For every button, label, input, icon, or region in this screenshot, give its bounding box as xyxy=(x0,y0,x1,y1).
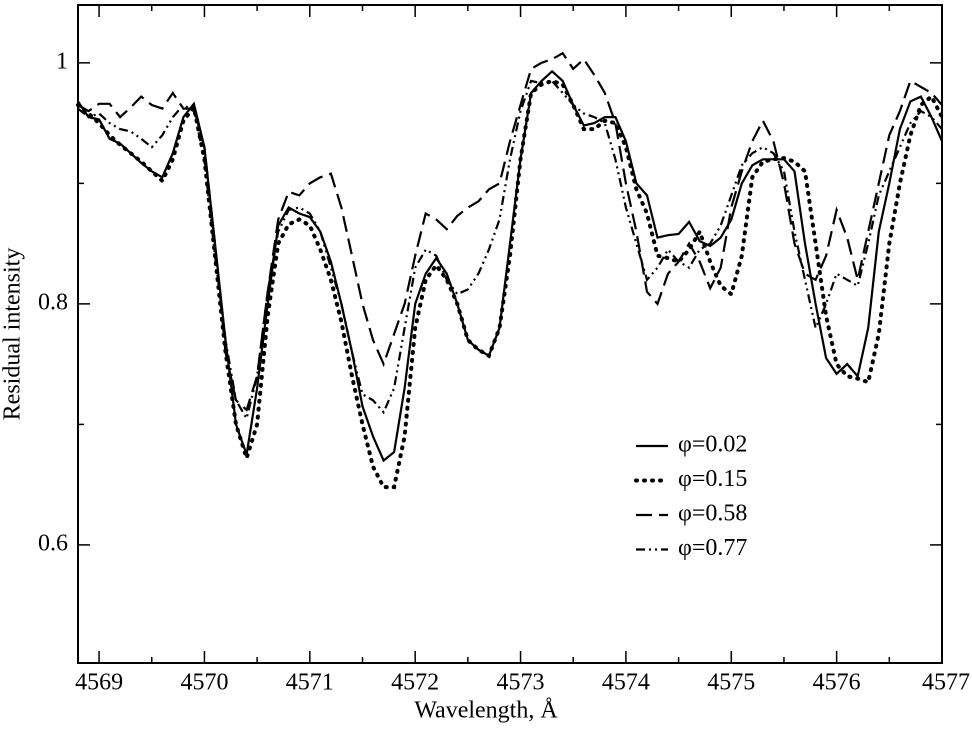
y-axis-title: Residual intensity xyxy=(0,248,26,421)
x-axis-title: Wavelength, Å xyxy=(414,698,558,724)
x-tick-label: 4570 xyxy=(180,670,228,696)
y-tick-label: 0.8 xyxy=(38,289,68,315)
x-tick-label: 4572 xyxy=(391,670,439,696)
x-tick-label: 4573 xyxy=(497,670,545,696)
legend-label: φ=0.15 xyxy=(678,466,747,492)
data-line xyxy=(77,51,943,412)
data-line xyxy=(77,79,943,422)
legend-label: φ=0.58 xyxy=(678,501,747,527)
x-tick-label: 4575 xyxy=(707,670,755,696)
x-tick-label: 4576 xyxy=(813,670,861,696)
legend-label: φ=0.02 xyxy=(678,432,747,458)
x-tick-label: 4574 xyxy=(602,670,650,696)
legend-label: φ=0.77 xyxy=(678,535,747,561)
data-line xyxy=(77,69,944,463)
y-tick-label: 1 xyxy=(56,48,68,74)
y-tick-label: 0.6 xyxy=(38,530,68,556)
x-tick-label: 4577 xyxy=(922,670,970,696)
x-tick-label: 4569 xyxy=(75,670,123,696)
x-tick-label: 4571 xyxy=(286,670,334,696)
plot-frame xyxy=(77,4,943,664)
